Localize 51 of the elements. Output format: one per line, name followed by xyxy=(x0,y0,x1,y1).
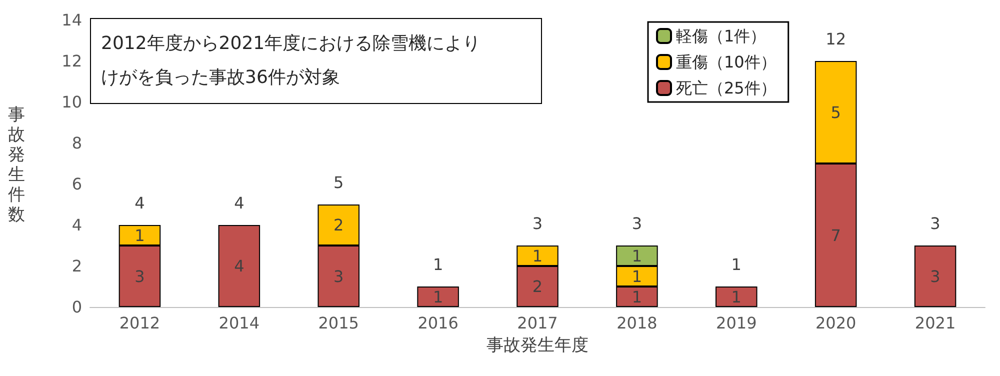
legend-label: 死亡（25件） xyxy=(676,78,776,98)
x-tick-label: 2016 xyxy=(418,314,458,332)
data-label: 1 xyxy=(432,287,444,306)
bar xyxy=(716,286,758,307)
x-tick-label: 2017 xyxy=(517,314,558,332)
text-box: 2012年度から2021年度における除雪機によりけがを負った事故36件が対象 xyxy=(90,18,542,104)
y-tick-label: 6 xyxy=(72,174,82,194)
data-label: 4 xyxy=(234,256,244,276)
legend-label: 軽傷（1件） xyxy=(676,26,766,46)
data-label: 1 xyxy=(134,226,145,245)
bar xyxy=(218,225,260,307)
total-label: 3 xyxy=(532,214,543,233)
legend-label: 重傷（10件） xyxy=(676,52,776,72)
x-axis-title: 事故発生年度 xyxy=(486,336,588,356)
x-tick-label: 2015 xyxy=(318,314,359,332)
y-tick-label: 8 xyxy=(72,134,82,152)
data-label: 3 xyxy=(930,266,940,286)
data-label: 1 xyxy=(632,266,642,286)
data-label: 2 xyxy=(334,216,344,234)
x-tick-label: 2019 xyxy=(716,314,757,332)
data-label: 1 xyxy=(632,246,642,266)
total-label: 12 xyxy=(826,30,846,48)
total-label: 1 xyxy=(432,255,444,274)
y-tick-label: 2 xyxy=(72,256,82,276)
data-label: 3 xyxy=(134,266,145,286)
total-label: 3 xyxy=(930,214,940,233)
data-label: 7 xyxy=(830,226,841,245)
data-label: 1 xyxy=(731,287,742,306)
bar xyxy=(914,246,956,307)
x-tick-label: 2012 xyxy=(119,314,160,332)
data-label: 3 xyxy=(334,266,344,286)
y-axis-title: 事故発生件数 xyxy=(8,105,26,225)
data-label: 5 xyxy=(830,102,841,122)
total-label: 5 xyxy=(334,173,344,192)
data-label: 1 xyxy=(532,246,543,266)
y-tick-label: 0 xyxy=(72,298,82,316)
x-tick-label: 2018 xyxy=(616,314,658,332)
y-tick-label: 4 xyxy=(72,216,82,234)
y-tick-label: 14 xyxy=(62,10,82,30)
y-tick-label: 10 xyxy=(62,92,82,112)
x-tick-label: 2020 xyxy=(815,314,856,332)
total-label: 4 xyxy=(134,194,145,212)
x-tick-label: 2014 xyxy=(218,314,260,332)
total-label: 4 xyxy=(234,194,244,212)
total-label: 1 xyxy=(731,255,742,274)
bar xyxy=(417,286,459,307)
total-label: 3 xyxy=(632,214,642,233)
data-label: 1 xyxy=(632,287,642,306)
x-tick-label: 2021 xyxy=(914,314,956,332)
data-label: 2 xyxy=(532,277,543,296)
y-tick-label: 12 xyxy=(62,52,82,70)
